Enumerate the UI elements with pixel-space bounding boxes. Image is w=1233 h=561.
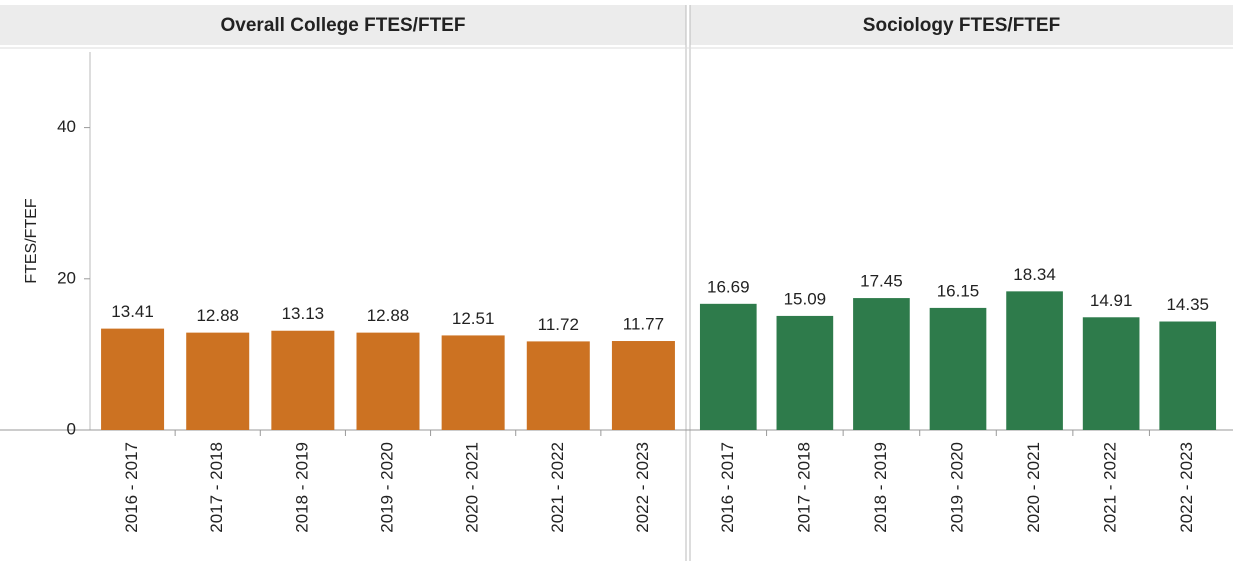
bar [929, 307, 987, 430]
value-label: 12.88 [196, 306, 239, 325]
value-label: 16.15 [937, 281, 980, 300]
x-tick-label: 2020 - 2021 [1024, 442, 1043, 533]
bar [1082, 317, 1140, 430]
y-tick-label: 0 [67, 419, 76, 438]
value-label: 11.77 [623, 315, 664, 334]
x-tick-label: 2018 - 2019 [871, 442, 890, 533]
bar [853, 298, 910, 430]
bar [611, 341, 675, 430]
bar [356, 332, 420, 430]
value-label: 12.88 [367, 306, 410, 325]
bar [1006, 291, 1063, 430]
value-label: 17.45 [860, 272, 903, 291]
x-tick-label: 2017 - 2018 [207, 442, 226, 533]
panel-title: Sociology FTES/FTEF [863, 15, 1060, 36]
bar [526, 341, 590, 430]
x-tick-label: 2022 - 2023 [1177, 442, 1196, 533]
x-tick-label: 2017 - 2018 [794, 442, 813, 533]
y-tick-label: 20 [57, 268, 76, 287]
bar [776, 315, 834, 430]
header-bg [690, 5, 1233, 45]
x-tick-label: 2022 - 2023 [633, 442, 652, 533]
value-label: 18.34 [1013, 265, 1056, 284]
value-label: 13.13 [282, 304, 325, 323]
y-tick-label: 40 [57, 117, 76, 136]
value-label: 12.51 [452, 309, 495, 328]
x-tick-label: 2016 - 2017 [718, 442, 737, 533]
bar [1159, 321, 1217, 430]
value-label: 14.35 [1166, 295, 1209, 314]
x-tick-label: 2019 - 2020 [377, 442, 396, 533]
x-tick-label: 2021 - 2022 [1101, 442, 1120, 533]
bar [186, 332, 250, 430]
bar [101, 328, 165, 430]
panel-title: Overall College FTES/FTEF [221, 15, 466, 36]
x-tick-label: 2020 - 2021 [463, 442, 482, 533]
x-tick-label: 2016 - 2017 [122, 442, 141, 533]
bar [441, 335, 505, 430]
x-tick-label: 2021 - 2022 [548, 442, 567, 533]
value-label: 14.91 [1090, 291, 1133, 310]
bar [699, 303, 757, 430]
value-label: 11.72 [538, 315, 579, 334]
value-label: 15.09 [784, 289, 827, 308]
bar [271, 330, 335, 430]
x-tick-label: 2019 - 2020 [947, 442, 966, 533]
value-label: 16.69 [707, 277, 750, 296]
y-axis-label: FTES/FTEF [23, 198, 40, 284]
x-tick-label: 2018 - 2019 [292, 442, 311, 533]
header-bg [0, 5, 686, 45]
value-label: 13.41 [111, 302, 154, 321]
